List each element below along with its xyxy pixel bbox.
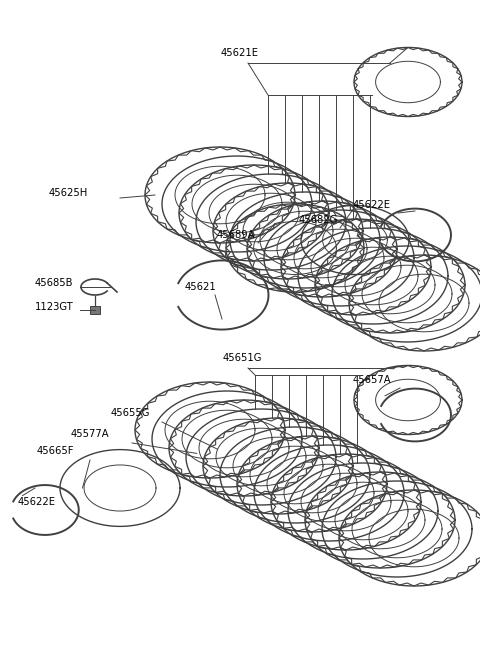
Text: 45622E: 45622E xyxy=(18,497,56,507)
Text: 45621E: 45621E xyxy=(221,48,259,58)
Text: 45655G: 45655G xyxy=(110,408,150,418)
Text: 1123GT: 1123GT xyxy=(35,302,74,312)
Text: 45621: 45621 xyxy=(184,282,216,292)
Text: 45577A: 45577A xyxy=(71,429,109,439)
Text: 45625H: 45625H xyxy=(48,188,88,198)
Text: 45651G: 45651G xyxy=(222,353,262,363)
Text: 45685B: 45685B xyxy=(35,278,73,288)
Text: 45682G: 45682G xyxy=(298,215,338,225)
Text: 45665F: 45665F xyxy=(36,446,74,456)
Text: 45622E: 45622E xyxy=(353,200,391,210)
Text: 45689A: 45689A xyxy=(217,230,255,240)
Text: 45657A: 45657A xyxy=(353,375,391,385)
Bar xyxy=(90,306,100,314)
